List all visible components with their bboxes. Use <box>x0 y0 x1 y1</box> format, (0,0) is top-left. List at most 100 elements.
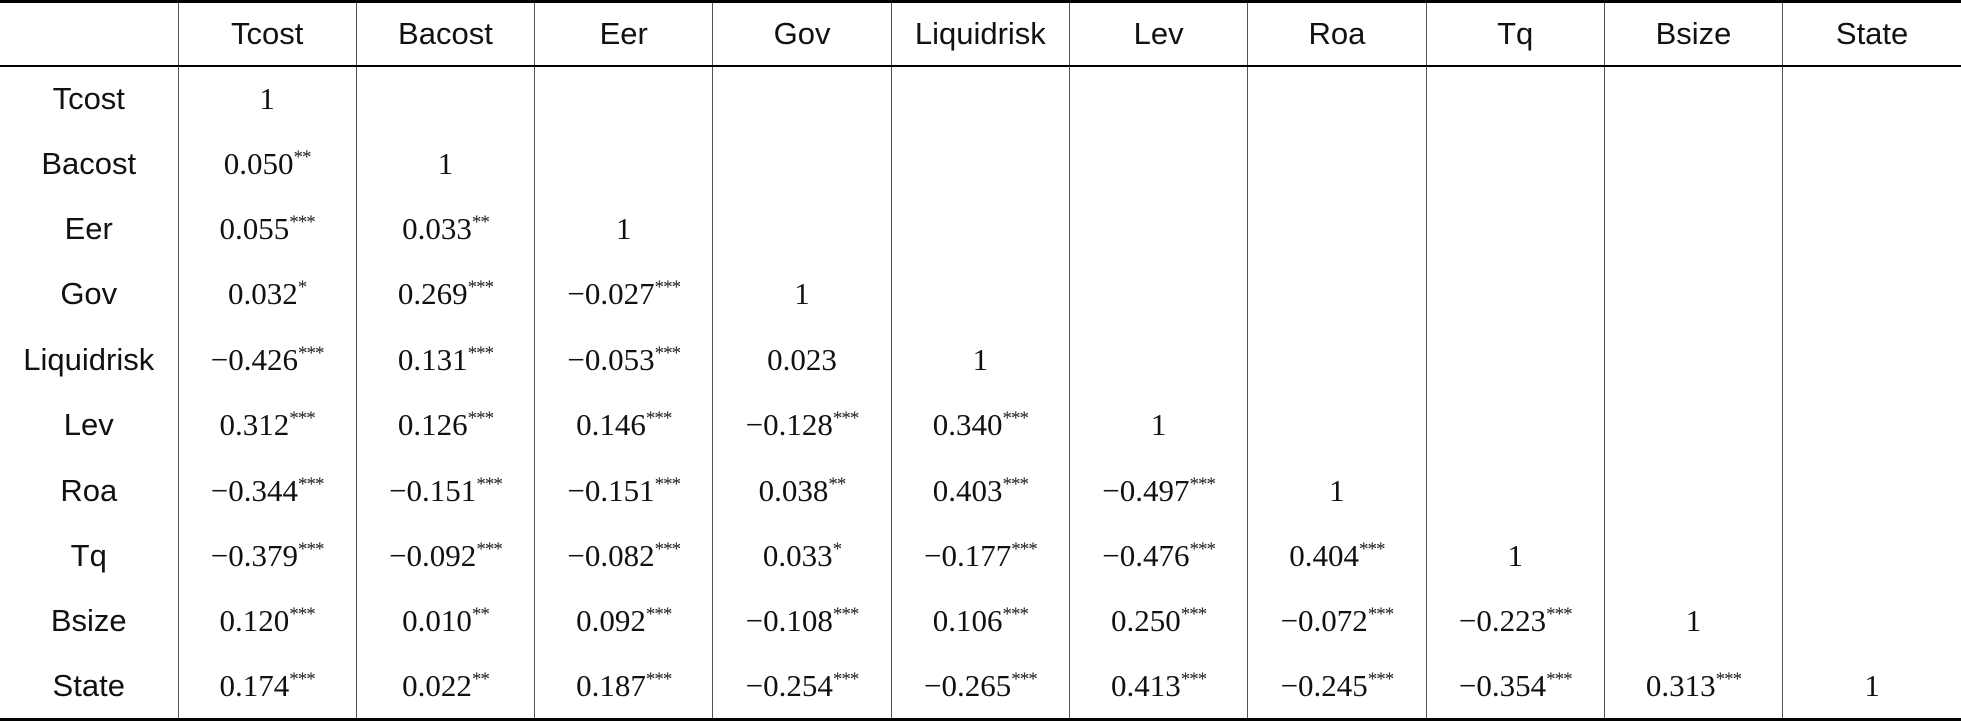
column-header-liquidrisk: Liquidrisk <box>890 0 1070 67</box>
correlation-cell: 0.131*** <box>355 327 536 393</box>
correlation-value: 1 <box>1685 603 1702 639</box>
significance-stars: * <box>297 277 307 299</box>
correlation-cell: 0.092*** <box>534 588 714 655</box>
column-header-tcost: Tcost <box>177 0 357 67</box>
correlation-value: 0.312 <box>219 407 290 443</box>
correlation-cell: −0.344*** <box>177 457 357 524</box>
correlation-cell: 0.055*** <box>177 196 357 262</box>
empty-cell <box>890 196 1070 262</box>
row-label-eer: Eer <box>0 196 179 262</box>
significance-stars: *** <box>645 408 672 430</box>
significance-stars: *** <box>1002 473 1028 495</box>
table-row: Bsize 0.120*** 0.010** 0.092*** −0.108*** 0.1… <box>0 588 1961 655</box>
empty-cell <box>1603 523 1784 589</box>
correlation-value: −0.497 <box>1102 472 1190 508</box>
row-label-state: State <box>0 654 179 721</box>
correlation-value: 0.050 <box>223 145 294 181</box>
empty-cell <box>534 65 714 131</box>
empty-cell <box>1782 65 1961 131</box>
row-label-bacost: Bacost <box>0 130 179 197</box>
significance-stars: *** <box>645 604 672 626</box>
correlation-cell: 1 <box>712 261 892 328</box>
significance-stars: *** <box>289 408 315 430</box>
row-label-gov: Gov <box>0 261 179 328</box>
column-header-gov: Gov <box>712 0 892 67</box>
significance-stars: *** <box>289 668 315 690</box>
empty-cell <box>1782 261 1961 328</box>
correlation-value: 0.126 <box>397 407 468 443</box>
correlation-value: 0.033 <box>402 210 472 246</box>
correlation-cell: 1 <box>355 130 536 197</box>
empty-cell <box>712 130 892 197</box>
correlation-cell: 0.403*** <box>890 457 1070 524</box>
significance-stars: *** <box>1546 668 1572 690</box>
significance-stars: *** <box>289 604 315 626</box>
correlation-cell: 0.313*** <box>1603 654 1784 721</box>
correlation-cell: 0.106*** <box>890 588 1070 655</box>
correlation-cell: 1 <box>890 327 1070 393</box>
correlation-value: −0.426 <box>210 341 299 377</box>
empty-cell <box>1603 392 1784 458</box>
correlation-value: −0.254 <box>745 667 833 703</box>
correlation-cell: 0.033* <box>712 523 892 589</box>
correlation-value: −0.092 <box>389 537 477 573</box>
correlation-cell: 1 <box>1425 523 1605 589</box>
significance-stars: *** <box>467 408 494 430</box>
correlation-value: 0.313 <box>1645 667 1716 703</box>
correlation-cell: 1 <box>534 196 714 262</box>
empty-cell <box>1603 130 1784 197</box>
correlation-value: −0.245 <box>1280 667 1368 703</box>
correlation-cell: −0.265*** <box>890 654 1070 721</box>
correlation-cell: −0.082*** <box>534 523 714 589</box>
empty-cell <box>1425 392 1605 458</box>
empty-cell <box>1425 261 1605 328</box>
significance-stars: *** <box>476 538 502 560</box>
correlation-cell: 0.038** <box>712 457 892 524</box>
correlation-value: 0.022 <box>402 667 472 703</box>
correlation-cell: 1 <box>1782 654 1961 721</box>
significance-stars: *** <box>654 538 681 560</box>
correlation-cell: 0.050** <box>177 130 357 197</box>
correlation-cell: −0.254*** <box>712 654 892 721</box>
correlation-value: 0.120 <box>219 603 290 639</box>
significance-stars: *** <box>1715 668 1742 690</box>
correlation-value: 1 <box>972 341 989 377</box>
correlation-cell: 0.146*** <box>534 392 714 458</box>
table-row: Liquidrisk −0.426*** 0.131*** −0.053*** 0.02… <box>0 327 1961 393</box>
column-header-bacost: Bacost <box>355 0 536 67</box>
correlation-value: 0.131 <box>397 341 468 377</box>
row-label-tcost: Tcost <box>0 65 179 131</box>
empty-cell <box>1782 457 1961 524</box>
row-label-lev: Lev <box>0 392 179 458</box>
correlation-cell: 0.126*** <box>355 392 536 458</box>
correlation-value: −0.265 <box>923 667 1012 703</box>
correlation-value: 0.403 <box>932 472 1003 508</box>
significance-stars: *** <box>1002 604 1028 626</box>
correlation-cell: 0.022** <box>355 654 536 721</box>
significance-stars: *** <box>1180 604 1207 626</box>
empty-cell <box>712 65 892 131</box>
empty-cell <box>1603 327 1784 393</box>
empty-cell <box>890 261 1070 328</box>
correlation-cell: −0.354*** <box>1425 654 1605 721</box>
header-row: Tcost Bacost Eer Gov Liquidrisk Lev Roa Tq Bsize… <box>0 0 1961 67</box>
correlation-cell: −0.379*** <box>177 523 357 589</box>
table-row: Gov 0.032* 0.269*** −0.027*** 1 <box>0 261 1961 328</box>
empty-cell <box>534 130 714 197</box>
empty-cell <box>1603 196 1784 262</box>
column-header-tq: Tq <box>1425 0 1605 67</box>
correlation-value: −0.354 <box>1458 667 1547 703</box>
empty-cell <box>1425 65 1605 131</box>
empty-cell <box>1247 196 1427 262</box>
correlation-value: 0.038 <box>758 472 829 508</box>
correlation-cell: −0.497*** <box>1068 457 1249 524</box>
correlation-cell: −0.223*** <box>1425 588 1605 655</box>
correlation-value: 0.269 <box>397 276 468 312</box>
empty-cell <box>1247 65 1427 131</box>
empty-cell <box>1782 327 1961 393</box>
correlation-cell: −0.128*** <box>712 392 892 458</box>
correlation-cell: −0.108*** <box>712 588 892 655</box>
empty-cell <box>1247 130 1427 197</box>
significance-stars: * <box>832 538 842 560</box>
